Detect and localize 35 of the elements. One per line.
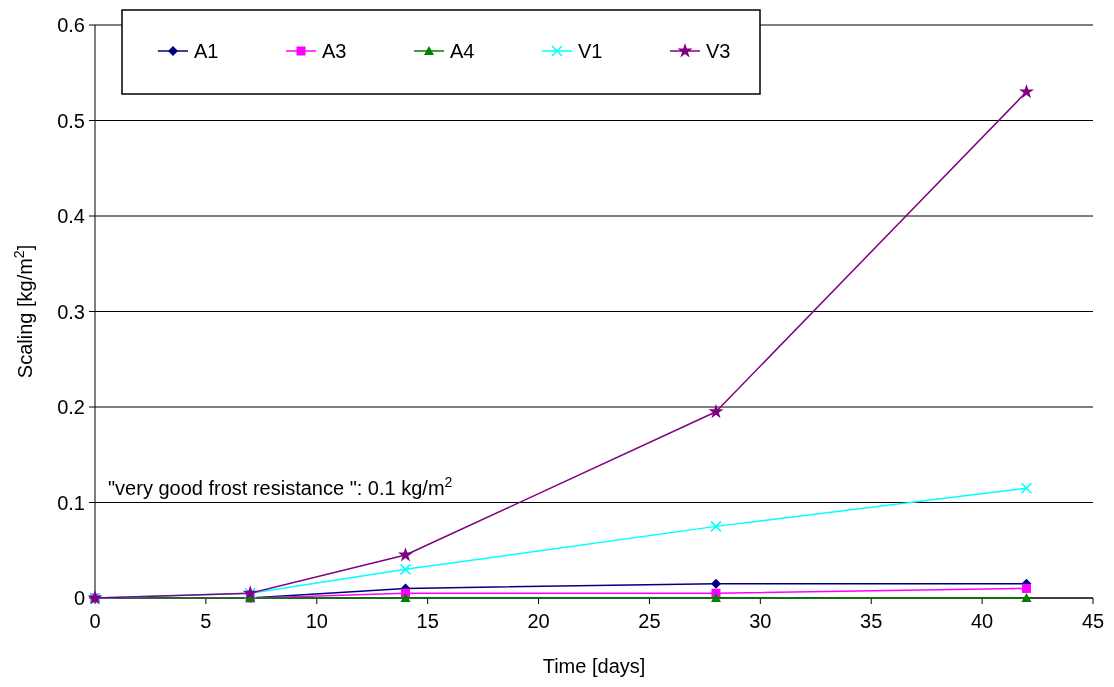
x-tick-label: 40 xyxy=(970,610,994,632)
x-tick-label: 45 xyxy=(1081,610,1105,632)
x-axis-title: Time [days] xyxy=(542,655,646,677)
x-tick-label: 20 xyxy=(527,610,550,632)
point xyxy=(1021,593,1032,602)
point xyxy=(708,403,724,419)
legend-label: V3 xyxy=(706,40,731,62)
point xyxy=(710,520,722,533)
y-tick-label: 0 xyxy=(73,587,85,609)
y-tick-label: 0.3 xyxy=(57,300,85,323)
legend-label: A4 xyxy=(450,40,475,62)
legend-label: A3 xyxy=(322,40,347,62)
annotation: "very good frost resistance ": 0.1 kg/m$^{2}$ xyxy=(108,473,453,499)
x-tick-label: 10 xyxy=(305,610,328,632)
y-tick-label: 0.1 xyxy=(57,491,85,514)
x-tick-label: 25 xyxy=(638,610,661,632)
point xyxy=(1018,83,1034,99)
point xyxy=(710,578,721,589)
x-tick-label: 30 xyxy=(749,610,772,632)
y-tick-label: 0.6 xyxy=(57,14,85,36)
x-tick-label: 5 xyxy=(200,610,212,632)
point xyxy=(1021,583,1031,593)
y-tick-label: 0.2 xyxy=(57,396,85,418)
legend-label: A1 xyxy=(194,40,219,62)
point xyxy=(710,593,721,602)
point xyxy=(400,593,411,602)
x-tick-label: 15 xyxy=(416,610,439,632)
point xyxy=(399,563,412,576)
legend-label: V1 xyxy=(578,40,603,62)
x-tick-label: 35 xyxy=(860,610,883,632)
y-tick-label: 0.4 xyxy=(57,205,85,227)
x-tick-label: 0 xyxy=(89,610,101,632)
point xyxy=(397,547,413,562)
point xyxy=(1020,482,1033,494)
y-tick-label: 0.5 xyxy=(57,109,85,132)
